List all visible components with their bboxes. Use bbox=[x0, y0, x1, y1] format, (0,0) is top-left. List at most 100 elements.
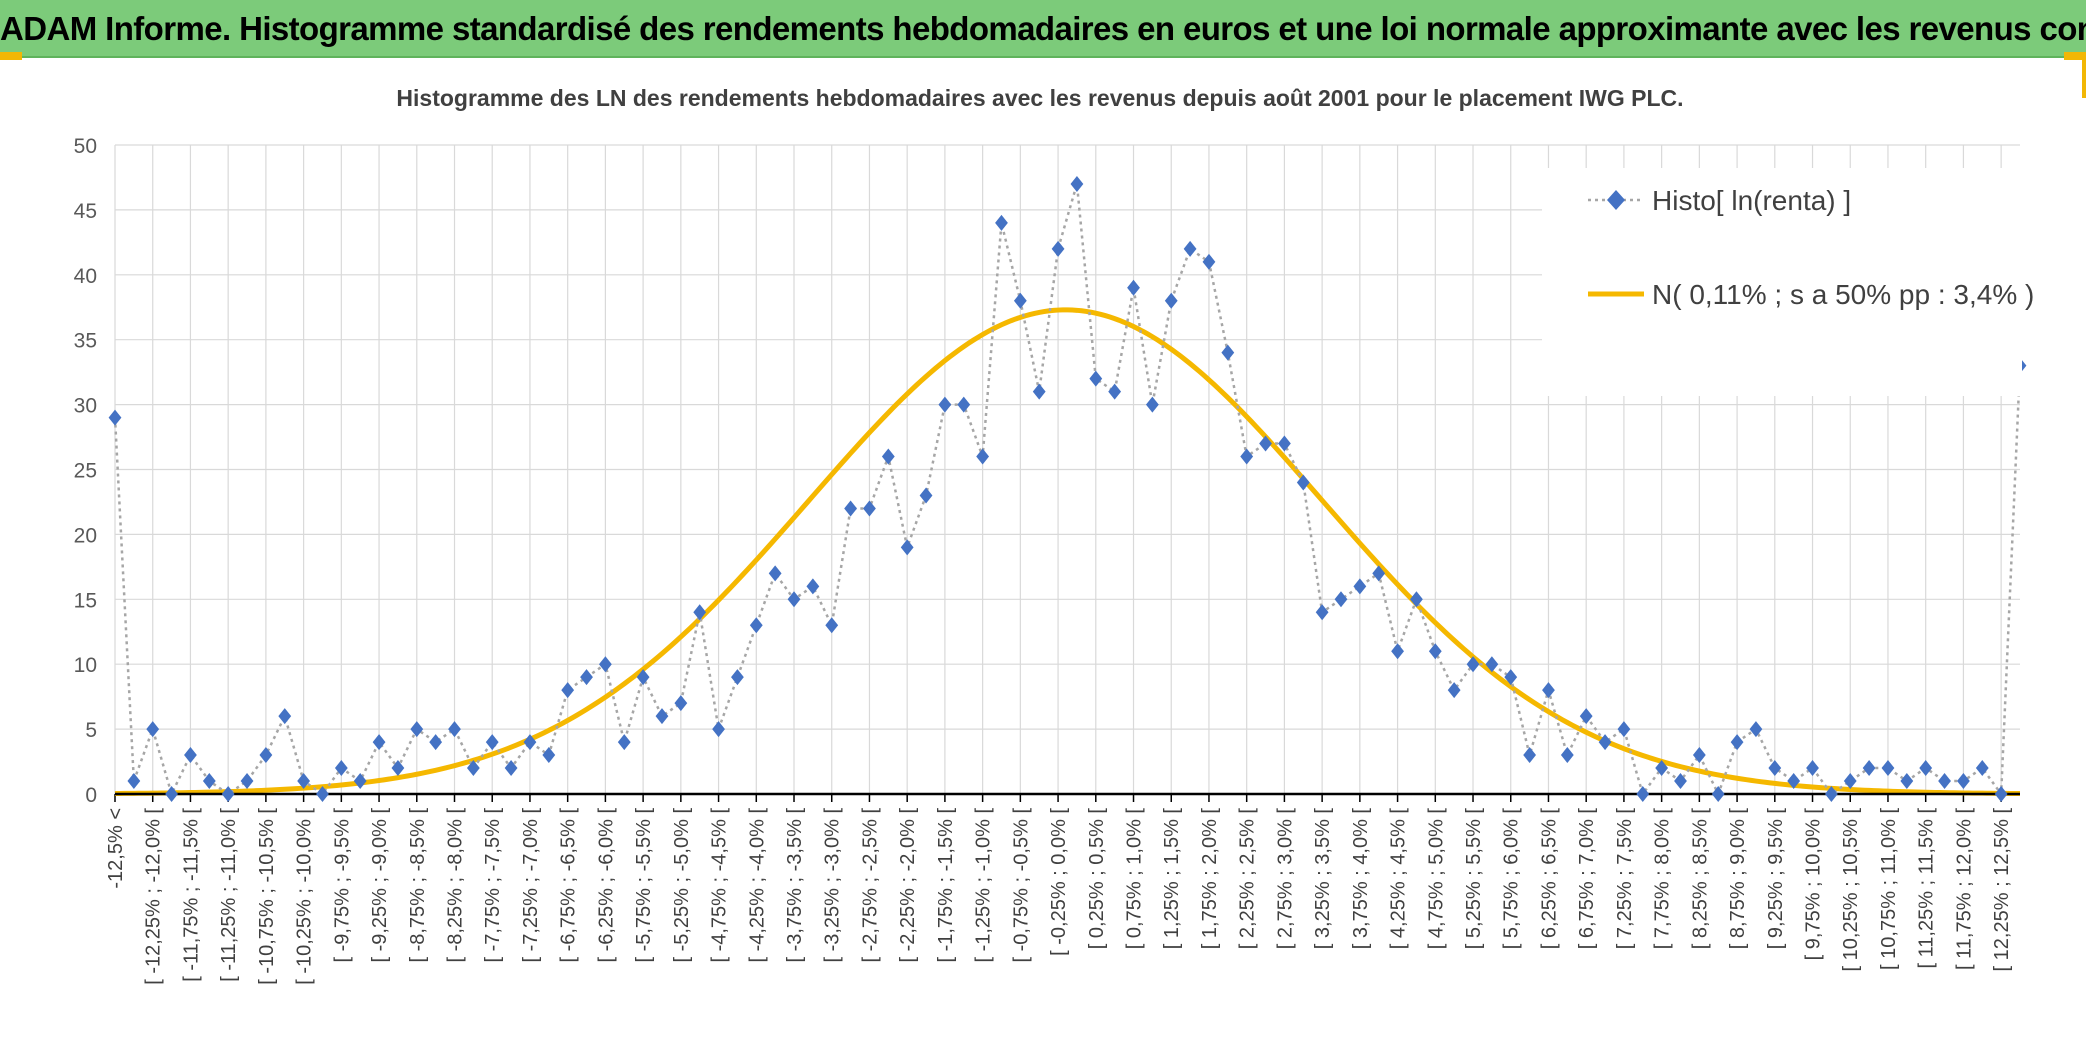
x-tick-label: [ -2,75% ; -2,5% [ bbox=[859, 808, 881, 963]
histogram-point bbox=[108, 409, 122, 426]
histogram-point bbox=[466, 760, 480, 777]
x-tick-label: [ 12,25% ; 12,5% [ bbox=[1991, 808, 2013, 972]
histogram-point bbox=[1692, 747, 1706, 764]
histogram-point bbox=[1862, 760, 1876, 777]
x-tick-label: [ -7,75% ; -7,5% [ bbox=[482, 808, 504, 963]
x-tick-label: [ -5,25% ; -5,0% [ bbox=[671, 808, 693, 963]
x-tick-label: [ -3,25% ; -3,0% [ bbox=[822, 808, 844, 963]
histogram-point bbox=[1070, 175, 1084, 192]
histogram-point bbox=[749, 617, 763, 634]
histogram-point bbox=[957, 396, 971, 413]
histogram-point bbox=[1824, 786, 1838, 802]
histogram-point bbox=[410, 721, 424, 738]
histogram-point bbox=[485, 734, 499, 751]
x-tick-label: [ 0,25% ; 0,5% [ bbox=[1086, 808, 1108, 950]
histogram-point bbox=[1240, 448, 1254, 465]
histogram-point bbox=[938, 396, 952, 413]
histogram-point bbox=[580, 669, 593, 686]
histogram-point bbox=[316, 786, 329, 802]
x-tick-label: [ -6,25% ; -6,0% [ bbox=[595, 808, 617, 963]
histogram-point bbox=[976, 448, 990, 465]
histogram-point bbox=[1787, 773, 1801, 790]
histogram-point bbox=[636, 669, 650, 686]
x-tick-label: [ -10,75% ; -10,5% [ bbox=[256, 808, 278, 985]
histogram-point bbox=[919, 487, 933, 504]
histogram-point bbox=[1975, 760, 1989, 777]
histogram-point bbox=[844, 500, 857, 517]
y-axis-ticks: 0 5 10 15 20 25 30 35 40 45 50 bbox=[74, 135, 97, 807]
histogram-point bbox=[1259, 435, 1272, 452]
x-tick-label: [ 5,25% ; 5,5% [ bbox=[1463, 808, 1485, 950]
legend-diamond-icon bbox=[1607, 190, 1625, 210]
histogram-point bbox=[1164, 292, 1178, 309]
x-tick-label: [ -12,25% ; -12,0% [ bbox=[143, 808, 165, 985]
y-tick-label: 5 bbox=[85, 719, 97, 742]
x-tick-label: [ 1,25% ; 1,5% [ bbox=[1161, 808, 1183, 950]
histogram-point bbox=[1843, 773, 1857, 790]
x-tick-label: [ -6,75% ; -6,5% [ bbox=[558, 808, 580, 963]
y-tick-label: 15 bbox=[74, 589, 97, 612]
x-tick-label: [ 10,25% ; 10,5% [ bbox=[1840, 808, 1862, 972]
x-tick-label: [ 10,75% ; 11,0% [ bbox=[1878, 808, 1900, 970]
histogram-point bbox=[202, 773, 216, 790]
histogram-point bbox=[1466, 656, 1480, 673]
x-tick-label: [ -11,25% ; -11,0% [ bbox=[218, 808, 240, 982]
histogram-point bbox=[674, 695, 688, 712]
x-tick-label: -12,5% < bbox=[105, 808, 127, 889]
y-tick-label: 0 bbox=[85, 784, 97, 807]
x-tick-label: [ -7,25% ; -7,0% [ bbox=[520, 808, 542, 963]
x-tick-label: [ 1,75% ; 2,0% [ bbox=[1199, 808, 1221, 950]
x-tick-label: [ -2,25% ; -2,0% [ bbox=[897, 808, 919, 963]
histogram-point bbox=[1145, 396, 1159, 413]
y-tick-label: 45 bbox=[74, 200, 97, 223]
histogram-point bbox=[221, 786, 235, 802]
histogram-point bbox=[1636, 786, 1650, 802]
x-tick-label: [ -1,75% ; -1,5% [ bbox=[935, 808, 957, 963]
x-tick-label: [ 6,75% ; 7,0% [ bbox=[1576, 808, 1598, 950]
y-tick-label: 40 bbox=[74, 265, 97, 288]
title-banner: ADAM Informe. Histogramme standardisé de… bbox=[0, 0, 2086, 58]
x-tick-label: [ 11,75% ; 12,0% [ bbox=[1953, 808, 1975, 970]
histogram-point bbox=[881, 448, 895, 465]
histogram-point bbox=[1089, 370, 1103, 387]
histogram-point bbox=[900, 539, 914, 556]
x-tick-label: [ 9,25% ; 9,5% [ bbox=[1765, 808, 1787, 950]
histogram-point bbox=[297, 773, 311, 790]
histogram-point bbox=[561, 682, 575, 699]
histogram-point bbox=[542, 747, 556, 764]
x-tick-label: [ 8,75% ; 9,0% [ bbox=[1727, 808, 1749, 950]
x-tick-label: [ -8,25% ; -8,0% [ bbox=[445, 808, 467, 963]
legend-label-histogram: Histo[ ln(renta) ] bbox=[1652, 185, 1851, 216]
x-axis-ticks: -12,5% < [ -12,25% ; -12,0% [[ -11,75% ; … bbox=[105, 794, 2013, 985]
x-tick-label: [ 6,25% ; 6,5% [ bbox=[1538, 808, 1560, 950]
banner-accent-right bbox=[2064, 52, 2086, 60]
y-tick-label: 20 bbox=[74, 524, 97, 547]
histogram-point bbox=[806, 578, 820, 595]
legend-label-normal: N( 0,11% ; s a 50% pp : 3,4% ) bbox=[1652, 279, 2034, 310]
histogram-point bbox=[448, 721, 461, 738]
histogram-point bbox=[1994, 786, 2008, 802]
histogram-point bbox=[1938, 773, 1951, 790]
x-tick-label: [ -8,75% ; -8,5% [ bbox=[407, 808, 429, 963]
histogram-point bbox=[1749, 721, 1763, 738]
x-tick-label: [ 7,75% ; 8,0% [ bbox=[1652, 808, 1674, 950]
legend-background bbox=[1542, 168, 2022, 396]
histogram-point bbox=[184, 747, 197, 764]
x-tick-label: [ -0,25% ; 0,0% [ bbox=[1048, 808, 1070, 956]
histogram-point bbox=[863, 500, 876, 517]
histogram-point bbox=[655, 708, 669, 725]
histogram-point bbox=[768, 565, 782, 582]
histogram-point bbox=[1127, 279, 1140, 296]
histogram-point bbox=[1900, 773, 1914, 790]
histogram-point bbox=[1768, 760, 1782, 777]
x-tick-label: [ 7,25% ; 7,5% [ bbox=[1614, 808, 1636, 950]
histogram-point bbox=[429, 734, 443, 751]
histogram-point bbox=[372, 734, 386, 751]
x-tick-label: [ 3,25% ; 3,5% [ bbox=[1312, 808, 1334, 950]
y-tick-label: 35 bbox=[74, 330, 97, 353]
histogram-point bbox=[165, 786, 178, 802]
histogram-point bbox=[1881, 760, 1895, 777]
histogram-point bbox=[1296, 474, 1310, 491]
histogram-point bbox=[1315, 604, 1329, 621]
y-tick-label: 30 bbox=[74, 395, 97, 418]
